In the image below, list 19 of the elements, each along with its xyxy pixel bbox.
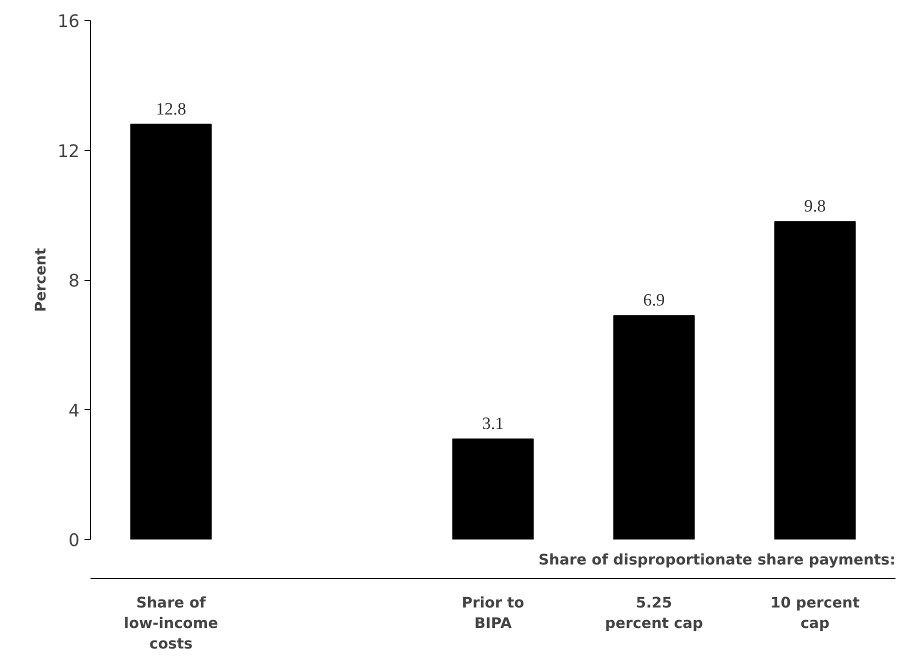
- data-label: 12.8: [156, 99, 186, 118]
- x-tick-label: Share of low-income costs: [124, 594, 218, 652]
- data-label: 3.1: [482, 414, 504, 433]
- bar: [452, 438, 534, 540]
- y-tick-label: 8: [68, 272, 80, 292]
- y-tick-label: 12: [57, 142, 80, 162]
- x-tick-label: Prior to BIPA: [462, 594, 524, 632]
- data-label: 9.8: [804, 196, 826, 216]
- y-tick-label: 0: [68, 531, 80, 551]
- data-label: 6.9: [643, 290, 665, 310]
- bar: [130, 124, 212, 540]
- x-tick-label: 5.25 percent cap: [605, 594, 703, 632]
- text: Share of disproportionate share payments:: [538, 552, 896, 568]
- bar: [774, 221, 856, 540]
- y-tick-label: 4: [68, 401, 80, 422]
- y-axis-title: Percent: [32, 248, 50, 312]
- x-tick-label: 10 percent cap: [770, 594, 860, 632]
- y-tick-label: 16: [57, 12, 80, 32]
- bar: [613, 315, 695, 540]
